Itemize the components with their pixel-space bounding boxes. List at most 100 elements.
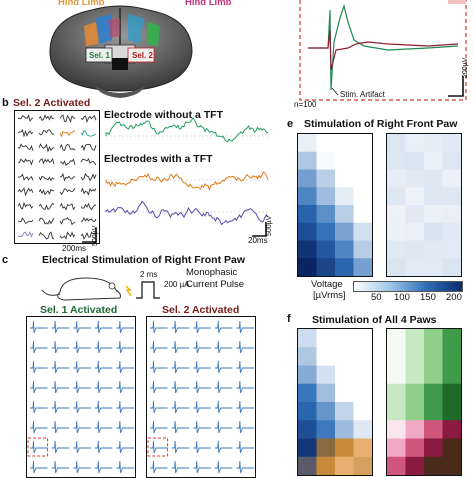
pulse-ua-label: 200 µA (164, 280, 190, 289)
grid-b-trace (59, 114, 76, 123)
heatmap-cell (442, 402, 461, 421)
heatmap-cell (424, 134, 443, 153)
heatmap-cell (442, 151, 461, 170)
grid-b-trace (80, 158, 97, 166)
grid-c-trace (30, 320, 48, 334)
heatmap-cell (298, 402, 317, 421)
heatmap-cell (353, 456, 372, 475)
grid-b-trace (59, 172, 76, 182)
grid-c-trace (171, 440, 190, 454)
heatmap-cell (424, 187, 443, 206)
heatmap-cell (298, 365, 317, 385)
grid-c-trace (171, 340, 190, 354)
heatmap-cell (298, 205, 317, 224)
grid-c-trace (193, 360, 211, 374)
heatmap-cell (405, 169, 425, 188)
grid-c-trace (30, 360, 48, 374)
heatmap-cell (316, 456, 336, 475)
heatmap-cell (387, 134, 406, 153)
electrode-grid-c1 (26, 316, 136, 478)
heatmap-cell (353, 402, 372, 421)
grid-c-trace (116, 420, 134, 434)
grid-c-trace (193, 340, 211, 354)
grid-c-trace (116, 380, 134, 394)
heatmap-cell (335, 151, 354, 170)
grid-c-trace (116, 460, 134, 474)
grid-c-trace (94, 320, 113, 334)
grid-c-trace (214, 420, 233, 434)
grid-b-trace (59, 143, 76, 152)
grid-b-trace (59, 130, 76, 138)
grid-c-trace (94, 380, 113, 394)
voltage-label: Voltage (311, 279, 343, 290)
grid-c-trace (73, 320, 91, 334)
grid-c-trace (116, 360, 134, 374)
heatmap-cell (335, 383, 354, 403)
heatmap-f-left-cells (298, 329, 372, 475)
grid-c-trace (94, 360, 113, 374)
heatmap-cell (353, 240, 372, 259)
heatmap-cell (405, 205, 425, 224)
grid-b-trace (38, 129, 55, 136)
panel-a: Hind Limb Hind Limb Sel. 1 Sel. 2 (0, 0, 240, 98)
grid-c-trace (73, 440, 91, 454)
grid-b-trace (59, 202, 76, 211)
heatmap-cell (442, 258, 461, 276)
heatmap-cell (424, 438, 443, 458)
grid-b-trace (17, 129, 34, 138)
grid-c-trace (51, 380, 70, 394)
grid-b-trace (59, 217, 76, 226)
grid-b-trace (38, 114, 55, 121)
grid-b-trace (59, 231, 76, 240)
mouse-illustration (41, 277, 160, 301)
heatmap-cell (424, 151, 443, 170)
heatmap-cell (316, 222, 336, 241)
grid-c-trace (150, 360, 168, 374)
grid-b-trace (80, 187, 97, 196)
heatmap-cell (442, 169, 461, 188)
grid-c-trace (30, 380, 48, 394)
grid-c-trace (171, 460, 190, 474)
heatmap-cell (442, 456, 461, 475)
colorbar-tick-100: 100 (394, 292, 410, 303)
long-trace (105, 200, 269, 226)
grid-c-trace (73, 360, 91, 374)
heatmap-cell (387, 329, 406, 348)
hind-limb-left-label: Hind Limb (58, 0, 105, 8)
heatmap-cell (316, 187, 336, 206)
grid-c-trace (51, 440, 70, 454)
panel-c-letter: c (2, 254, 9, 266)
heatmap-cell (316, 329, 336, 348)
pulse-label-2: Current Pulse (186, 279, 245, 290)
long-trace (105, 171, 269, 191)
panel-f-letter: f (287, 313, 291, 325)
grid-c-trace (236, 320, 254, 334)
heatmap-cell (316, 347, 336, 366)
voltage-unit-label: [µVrms] (313, 290, 346, 301)
heatmap-cell (387, 222, 406, 241)
grid-c-trace (94, 400, 113, 414)
heatmap-cell (424, 222, 443, 241)
grid-c-trace (171, 320, 190, 334)
heatmap-cell (405, 347, 425, 366)
heatmap-cell (353, 258, 372, 276)
grid-c-trace (214, 440, 233, 454)
heatmap-cell (405, 383, 425, 403)
heatmap-cell (442, 347, 461, 366)
heatmap-cell (424, 240, 443, 259)
electrode-grid-c2-traces (147, 320, 254, 474)
heatmap-cell (335, 456, 354, 475)
heatmap-cell (353, 329, 372, 348)
long-traces-scale-v: 500µV (266, 215, 273, 236)
trace-tft-label: Electrodes with a TFT (104, 153, 213, 165)
grid-c-trace (193, 460, 211, 474)
grid-b-trace (17, 143, 34, 151)
grid-b-trace (17, 217, 34, 224)
grid-b-trace (38, 143, 55, 153)
heatmap-e-left (297, 133, 373, 277)
heatmap-cell (424, 365, 443, 385)
electrode-grid-b-traces (17, 114, 97, 240)
heatmap-cell (353, 420, 372, 439)
heatmap-cell (298, 420, 317, 439)
heatmap-cell (316, 151, 336, 170)
